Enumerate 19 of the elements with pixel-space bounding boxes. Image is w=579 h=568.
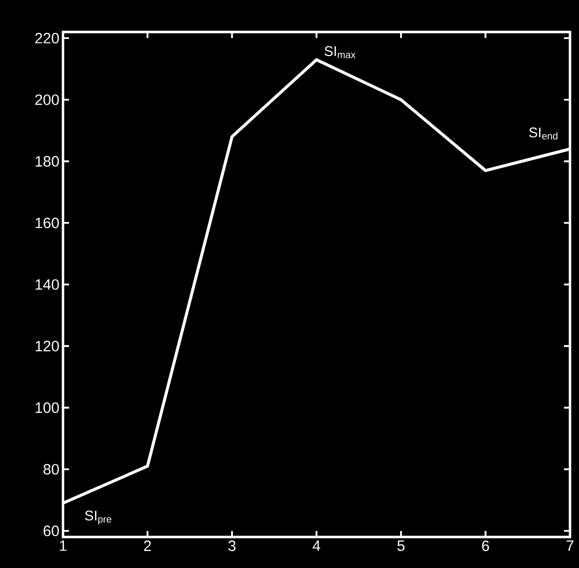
x-tick-label: 6 <box>482 540 489 552</box>
y-tick-label: 180 <box>36 156 59 167</box>
y-tick-label: 60 <box>44 526 59 536</box>
y-tick-label: 80 <box>44 464 59 475</box>
y-tick-label: 220 <box>35 32 59 44</box>
annotation: SI$_{pre}$ <box>85 510 112 525</box>
annotation: SI$_{end}$ <box>529 128 558 140</box>
y-tick-label: 200 <box>35 94 59 106</box>
x-tick-label: 3 <box>228 540 236 552</box>
y-tick-label: 100 <box>36 402 59 413</box>
y-tick-label: 140 <box>36 279 59 290</box>
x-tick-label: 2 <box>144 540 151 551</box>
x-tick-label: 5 <box>397 540 405 551</box>
x-tick-label: 4 <box>312 540 320 551</box>
y-tick-label: 160 <box>36 218 59 228</box>
annotation: SI$_{max}$ <box>324 46 356 58</box>
x-tick-label: 7 <box>566 540 574 551</box>
x-tick-label: 1 <box>60 540 66 551</box>
y-tick-label: 120 <box>36 340 59 352</box>
